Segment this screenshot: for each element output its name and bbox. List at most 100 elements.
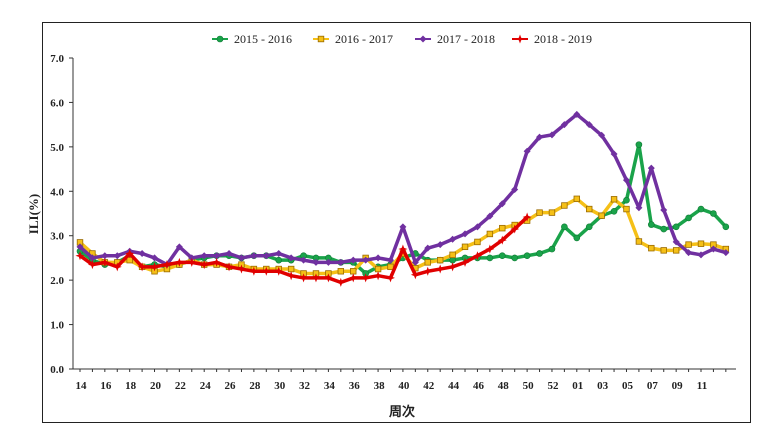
data-point: [473, 223, 481, 231]
y-axis-label: ILI(%): [26, 194, 41, 234]
data-point: [361, 273, 371, 283]
data-point: [697, 205, 705, 213]
data-point: [573, 110, 581, 118]
chart-frame: [42, 22, 751, 423]
data-point: [162, 260, 172, 270]
data-point: [348, 273, 358, 283]
data-point: [174, 257, 184, 267]
data-point: [622, 176, 630, 184]
x-axis-label: 周次: [389, 404, 415, 419]
data-point: [548, 245, 556, 253]
data-point: [423, 266, 433, 276]
data-point: [672, 247, 680, 254]
data-point: [449, 256, 456, 264]
data-point: [511, 254, 519, 262]
data-point: [200, 252, 208, 260]
data-point: [274, 266, 284, 276]
data-point: [635, 141, 643, 148]
data-point: [373, 271, 383, 281]
data-point: [461, 230, 469, 238]
data-point: [499, 224, 506, 232]
legend-label: 2015 - 2016: [234, 32, 292, 46]
data-point: [424, 259, 431, 266]
data-point: [386, 273, 395, 283]
x-tick-label: 20: [150, 380, 162, 392]
x-tick-label: 18: [125, 380, 137, 392]
data-point: [150, 262, 160, 272]
data-point: [137, 262, 147, 272]
data-point: [236, 264, 246, 274]
data-point: [299, 273, 309, 283]
x-tick-label: 26: [225, 380, 237, 392]
data-point: [448, 262, 458, 272]
x-tick-label: 30: [274, 380, 286, 392]
legend-label: 2017 - 2018: [437, 32, 495, 46]
x-tick-label: 42: [423, 380, 435, 392]
x-tick-label: 52: [547, 380, 559, 392]
x-tick-label: 48: [498, 380, 510, 392]
data-point: [660, 206, 668, 214]
legend-item: 2016 - 2017: [313, 32, 393, 46]
legend-square-icon: [317, 35, 325, 43]
data-point: [286, 271, 296, 281]
data-point: [387, 263, 394, 271]
data-point: [336, 277, 346, 287]
x-tick-label: 34: [324, 380, 336, 392]
data-point: [511, 186, 519, 194]
x-tick-label: 01: [572, 380, 583, 392]
data-point: [635, 238, 643, 245]
data-point: [138, 249, 146, 257]
data-point: [436, 256, 444, 264]
data-point: [125, 248, 135, 258]
data-point: [486, 254, 494, 262]
x-tick-label: 16: [100, 380, 112, 392]
data-point: [561, 202, 568, 209]
data-point: [435, 264, 445, 274]
data-point: [212, 257, 222, 267]
data-point: [213, 252, 221, 260]
x-tick-label: 14: [76, 380, 88, 392]
data-point: [151, 254, 159, 262]
data-point: [424, 244, 432, 252]
legend-circle-icon: [216, 35, 224, 43]
data-point: [573, 195, 580, 203]
data-point: [436, 241, 444, 249]
data-point: [225, 249, 233, 257]
data-point: [560, 121, 568, 129]
x-tick-label: 22: [175, 380, 187, 392]
series-group: [75, 110, 730, 287]
x-tick-label: 07: [647, 380, 659, 392]
data-point: [101, 252, 109, 260]
y-tick-label: 0.0: [50, 364, 64, 376]
data-point: [474, 238, 481, 246]
y-tick-label: 6.0: [50, 97, 64, 109]
data-point: [300, 256, 308, 264]
data-point: [648, 244, 655, 252]
x-tick-label: 09: [672, 380, 684, 392]
y-tick-label: 7.0: [50, 53, 64, 65]
data-point: [349, 256, 357, 264]
data-point: [311, 273, 321, 283]
data-point: [635, 204, 643, 212]
data-point: [548, 209, 556, 216]
x-tick-label: 28: [249, 380, 261, 392]
data-point: [337, 268, 345, 275]
data-point: [561, 223, 568, 231]
data-point: [685, 214, 692, 222]
data-point: [126, 256, 133, 264]
data-point: [113, 252, 121, 260]
axes: 0.0 1.0 2.0 3.0 4.0 5.0 6.0 7.0 14 16 18 20 22 24 26 28…: [50, 53, 736, 392]
y-tick-label: 5.0: [50, 142, 64, 154]
data-point: [697, 251, 705, 259]
data-point: [312, 258, 320, 266]
data-point: [262, 252, 270, 260]
data-point: [586, 205, 593, 213]
data-point: [523, 147, 531, 155]
data-point: [523, 252, 531, 260]
data-point: [411, 258, 419, 266]
data-point: [536, 250, 543, 257]
data-point: [337, 258, 345, 266]
data-point: [449, 251, 456, 259]
data-point: [497, 235, 507, 245]
data-point: [398, 244, 408, 254]
